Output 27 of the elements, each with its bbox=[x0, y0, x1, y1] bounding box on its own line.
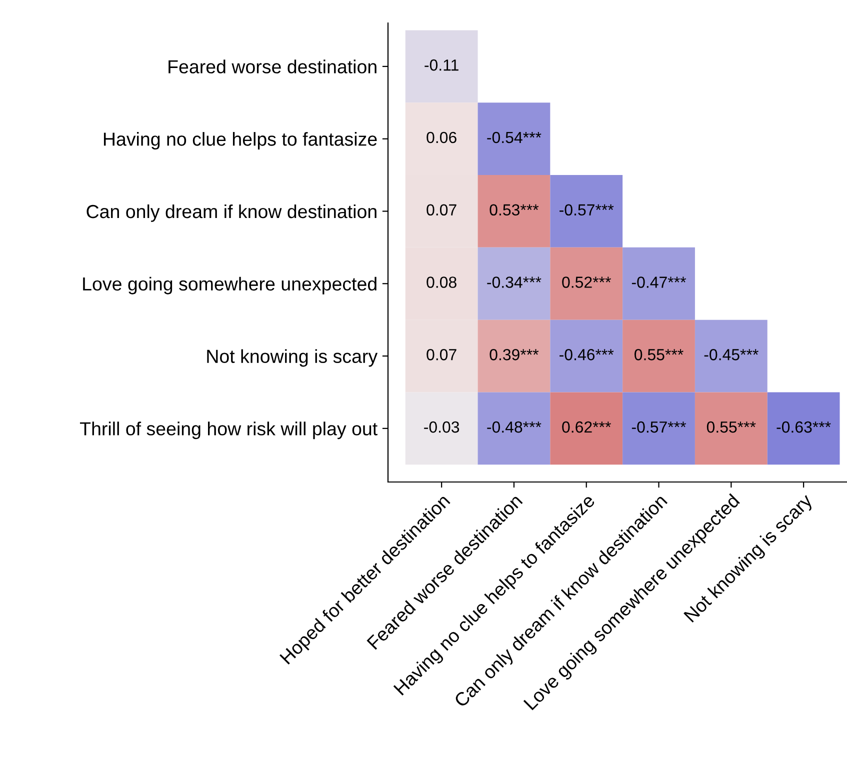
data-label: 0.62*** bbox=[562, 421, 611, 433]
data-label: -0.46*** bbox=[560, 349, 614, 360]
data-label: 0.53*** bbox=[490, 204, 539, 216]
y-tick-label: Love going somewhere unexpected bbox=[83, 276, 376, 294]
y-tick-label: Thrill of seeing how risk will play out bbox=[80, 422, 378, 440]
data-label: -0.63*** bbox=[776, 421, 831, 433]
data-label: 0.39*** bbox=[490, 349, 539, 360]
data-label: -0.54*** bbox=[487, 132, 542, 144]
data-label: -0.03 bbox=[424, 421, 460, 433]
data-label: 0.55*** bbox=[634, 349, 684, 360]
data-label: -0.45*** bbox=[704, 349, 758, 360]
data-label: 0.07 bbox=[426, 349, 456, 360]
y-tick-label: Can only dream if know destination bbox=[86, 204, 376, 222]
data-label: 0.55*** bbox=[706, 421, 756, 433]
data-label: 0.06 bbox=[426, 132, 456, 144]
data-label: -0.48*** bbox=[487, 421, 542, 433]
data-label: 0.07 bbox=[426, 204, 456, 216]
y-tick-label: Not knowing is scary bbox=[207, 349, 378, 367]
data-label: -0.57*** bbox=[632, 421, 686, 433]
data-label: -0.47*** bbox=[632, 276, 686, 288]
data-label: -0.34*** bbox=[487, 276, 542, 288]
data-label: 0.52*** bbox=[562, 276, 611, 288]
data-label: -0.11 bbox=[424, 59, 458, 71]
y-tick-label: Feared worse destination bbox=[168, 60, 376, 74]
data-label: 0.08 bbox=[426, 276, 456, 288]
data-label: -0.57*** bbox=[560, 204, 614, 216]
y-tick-label: Having no clue helps to fantasize bbox=[104, 132, 377, 150]
